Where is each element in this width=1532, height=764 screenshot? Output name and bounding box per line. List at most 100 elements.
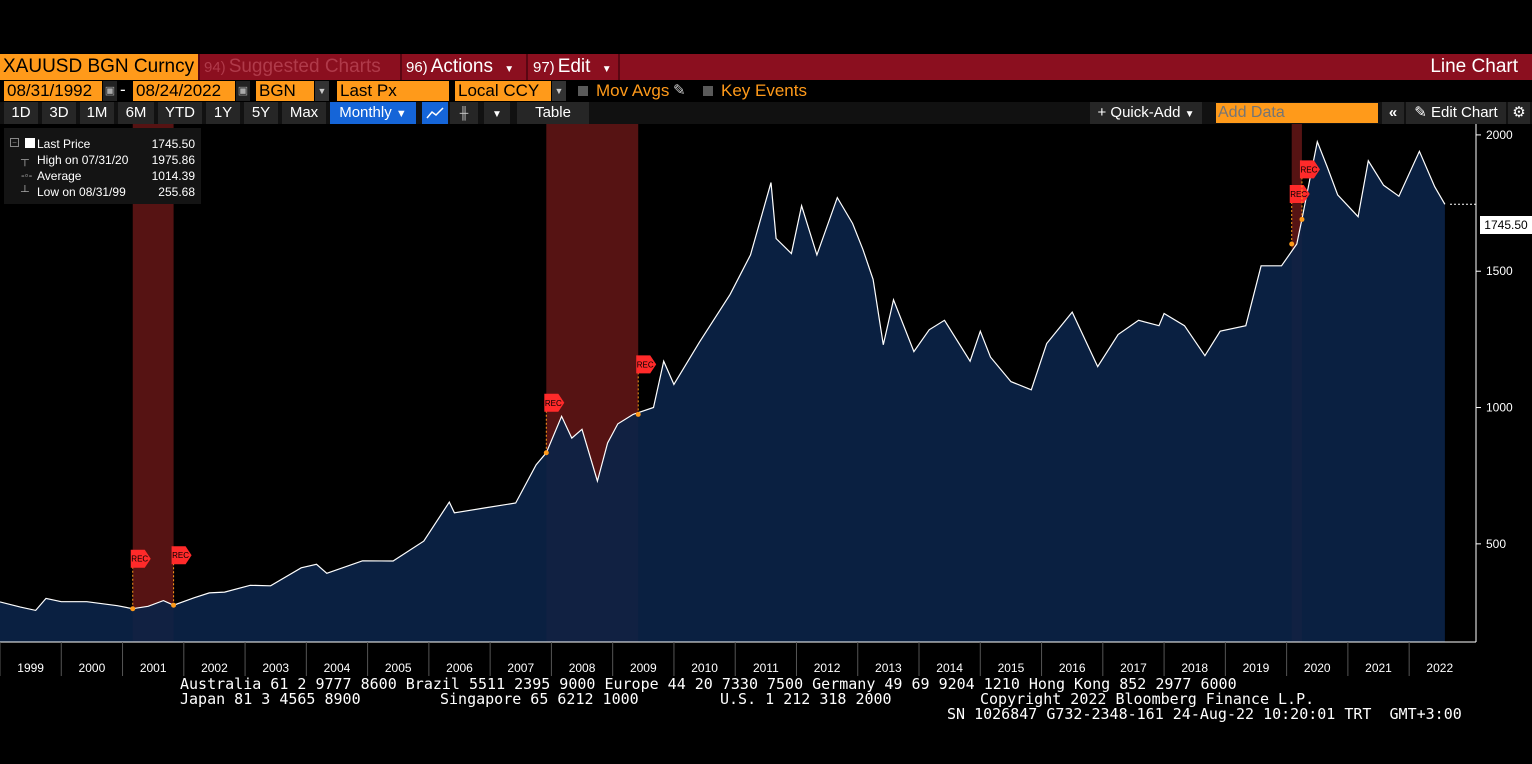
edit-label: Edit	[557, 56, 591, 77]
frequency-label: Monthly	[339, 104, 392, 121]
price-chart: 500 1000 1500 2000 1999 2000 2001 2002 2003 2004 2…	[0, 124, 1513, 676]
period-button-1d[interactable]: 1D	[4, 102, 38, 124]
y-tick-label: 1500	[1486, 264, 1513, 278]
collapse-button[interactable]: «	[1382, 102, 1404, 124]
rec-event-marker	[130, 549, 151, 568]
candlestick-style-button[interactable]: ╫	[450, 102, 478, 124]
event-point	[543, 450, 549, 456]
edit-chart-button[interactable]: ✎ Edit Chart	[1406, 102, 1506, 124]
legend-low: ┴ Low on 08/31/99 255.68	[4, 184, 201, 200]
add-data-input[interactable]	[1216, 103, 1378, 123]
line-chart-style-button[interactable]	[422, 102, 448, 124]
gear-icon[interactable]: ⚙	[1508, 102, 1530, 124]
chevron-down-icon: ▼	[1184, 109, 1195, 120]
price-area	[0, 141, 1445, 642]
chevron-down-icon[interactable]: ▼	[315, 81, 329, 101]
calendar-icon[interactable]: ▣	[103, 81, 117, 101]
footer-us: U.S. 1 212 318 2000	[720, 690, 892, 708]
x-tick-label: 2019	[1243, 661, 1270, 675]
chart-style-dropdown[interactable]: ▼	[484, 102, 510, 124]
edit-chart-label: Edit Chart	[1431, 104, 1498, 121]
legend-last-price[interactable]: Last Price 1745.50	[4, 136, 201, 152]
ticker-field[interactable]: XAUUSD BGN Curncy	[0, 54, 198, 80]
date-separator: -	[120, 80, 126, 99]
x-tick-label: 2016	[1059, 661, 1086, 675]
quick-add-button[interactable]: + Quick-Add ▼	[1090, 102, 1202, 124]
chevron-down-icon: ▼	[395, 108, 407, 120]
period-button-max[interactable]: Max	[282, 102, 326, 124]
y-tick-label: 2000	[1486, 128, 1513, 142]
rec-event-marker	[171, 546, 192, 565]
rec-event-label: REC	[545, 399, 562, 408]
legend-low-value: 255.68	[158, 185, 195, 199]
actions-menu[interactable]: 96) Actions ▼	[406, 54, 514, 80]
rec-event-label: REC	[637, 360, 654, 369]
key-events-label[interactable]: Key Events	[721, 81, 807, 100]
period-button-6m[interactable]: 6M	[118, 102, 154, 124]
mov-avgs-checkbox[interactable]	[578, 86, 588, 96]
footer-contacts-line1: Australia 61 2 9777 8600 Brazil 5511 239…	[180, 675, 1237, 693]
source-field[interactable]: BGN	[256, 81, 314, 101]
suggested-charts-menu[interactable]: 94) Suggested Charts	[204, 54, 381, 80]
actions-label: Actions	[430, 56, 493, 77]
start-date-field[interactable]: 08/31/1992	[4, 81, 102, 101]
rec-event-label: REC	[1290, 190, 1307, 199]
price-line	[0, 139, 1446, 612]
rec-event-marker	[636, 355, 657, 374]
table-button[interactable]: Table	[517, 102, 589, 124]
x-tick-label: 2008	[569, 661, 596, 675]
chevron-down-icon: ▼	[492, 109, 502, 120]
y-tick-label: 1000	[1486, 401, 1513, 415]
footer-singapore: Singapore 65 6212 1000	[440, 690, 639, 708]
event-point	[171, 602, 177, 608]
x-tick-label: 1999	[17, 661, 44, 675]
footer-copyright: Copyright 2022 Bloomberg Finance L.P.	[980, 690, 1315, 708]
legend-average: -◦- Average 1014.39	[4, 168, 201, 184]
x-tick-label: 2000	[79, 661, 106, 675]
x-tick-label: 2014	[936, 661, 963, 675]
edit-menu[interactable]: 97) Edit ▼	[533, 54, 612, 80]
legend-last-value: 1745.50	[151, 137, 195, 151]
period-button-5y[interactable]: 5Y	[244, 102, 278, 124]
period-button-ytd[interactable]: YTD	[158, 102, 202, 124]
x-tick-label: 2006	[446, 661, 473, 675]
period-button-1m[interactable]: 1M	[80, 102, 114, 124]
mov-avgs-label[interactable]: Mov Avgs	[596, 81, 670, 100]
currency-select[interactable]: Local CCY	[455, 81, 551, 101]
chevron-down-icon[interactable]: ▼	[552, 81, 566, 101]
event-point	[635, 411, 641, 417]
frequency-select[interactable]: Monthly ▼	[330, 102, 416, 124]
legend-low-label: Low on 08/31/99	[37, 185, 126, 199]
rec-event-label: REC	[131, 555, 148, 564]
x-tick-label: 2003	[262, 661, 289, 675]
rec-event-marker	[544, 393, 565, 412]
legend-high-value: 1975.86	[151, 153, 195, 167]
chart-legend: − Last Price 1745.50 ┬ High on 07/31/20 …	[4, 128, 201, 204]
rec-event-marker	[1299, 160, 1320, 179]
x-tick-label: 2007	[507, 661, 534, 675]
end-date-field[interactable]: 08/24/2022	[133, 81, 235, 101]
x-tick-label: 2021	[1365, 661, 1392, 675]
collapse-legend-icon[interactable]: −	[10, 138, 19, 147]
calendar-icon[interactable]: ▣	[236, 81, 250, 101]
x-tick-label: 2009	[630, 661, 657, 675]
chevron-down-icon: ▼	[601, 64, 612, 75]
x-tick-label: 2015	[998, 661, 1025, 675]
rec-event-marker	[1289, 184, 1310, 203]
x-tick-label: 2022	[1426, 661, 1453, 675]
legend-average-value: 1014.39	[151, 169, 195, 183]
period-button-1y[interactable]: 1Y	[206, 102, 240, 124]
line-chart-icon	[426, 107, 444, 119]
footer-session-info: SN 1026847 G732-2348-161 24-Aug-22 10:20…	[947, 705, 1462, 723]
price-field-select[interactable]: Last Px	[337, 81, 449, 101]
x-tick-label: 2012	[814, 661, 841, 675]
period-button-3d[interactable]: 3D	[42, 102, 76, 124]
x-tick-label: 2004	[324, 661, 351, 675]
pencil-icon[interactable]: ✎	[673, 82, 686, 99]
rec-event-label: REC	[172, 551, 189, 560]
x-tick-label: 2020	[1304, 661, 1331, 675]
legend-last-label: Last Price	[37, 137, 91, 151]
key-events-checkbox[interactable]	[703, 86, 713, 96]
x-tick-label: 2005	[385, 661, 412, 675]
edit-number: 97)	[533, 59, 555, 76]
